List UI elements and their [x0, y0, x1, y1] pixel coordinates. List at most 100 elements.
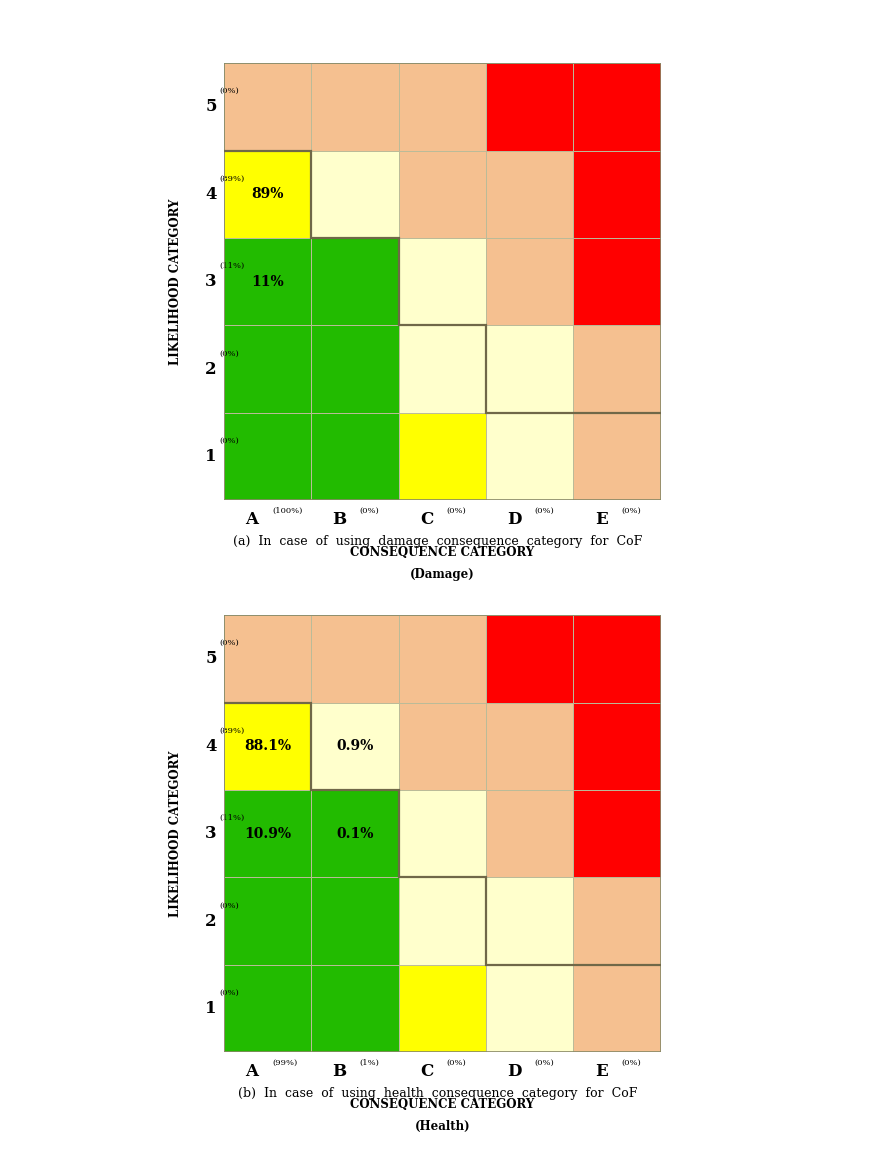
Text: (Damage): (Damage) — [410, 568, 475, 582]
Bar — [399, 325, 486, 413]
Bar — [311, 325, 399, 413]
Bar — [486, 965, 574, 1052]
Bar — [224, 877, 311, 965]
Bar — [224, 790, 311, 877]
Bar — [574, 965, 661, 1052]
Bar — [399, 877, 486, 965]
Text: 10.9%: 10.9% — [244, 827, 291, 841]
Bar — [399, 790, 486, 877]
Bar — [224, 965, 311, 1052]
Bar — [486, 151, 574, 238]
Bar — [486, 615, 574, 703]
Text: CONSEQUENCE CATEGORY: CONSEQUENCE CATEGORY — [350, 1098, 534, 1111]
Text: (89%): (89%) — [220, 175, 244, 183]
Bar — [574, 325, 661, 413]
Text: 1: 1 — [205, 448, 217, 465]
Text: C: C — [420, 511, 434, 528]
Bar — [486, 238, 574, 325]
Bar — [311, 151, 399, 238]
Bar — [224, 703, 311, 790]
Bar — [399, 615, 486, 703]
Bar — [399, 63, 486, 151]
Text: (99%): (99%) — [272, 1059, 297, 1067]
Bar — [311, 790, 399, 877]
Text: 88.1%: 88.1% — [244, 739, 291, 753]
Text: A: A — [245, 1063, 258, 1080]
Text: 1: 1 — [205, 1000, 217, 1017]
Bar — [574, 790, 661, 877]
Bar — [224, 151, 311, 238]
Text: 3: 3 — [205, 826, 217, 842]
Bar — [486, 877, 574, 965]
Bar — [399, 151, 486, 238]
Bar — [399, 965, 486, 1052]
Text: (11%): (11%) — [220, 262, 244, 270]
Text: (0%): (0%) — [447, 507, 467, 515]
Text: (0%): (0%) — [534, 1059, 554, 1067]
Text: 11%: 11% — [251, 275, 284, 289]
Text: 4: 4 — [205, 738, 217, 754]
Bar — [224, 238, 311, 325]
Text: 0.9%: 0.9% — [336, 739, 374, 753]
Bar — [311, 965, 399, 1052]
Text: 5: 5 — [205, 99, 217, 115]
Bar — [311, 413, 399, 500]
Bar — [311, 615, 399, 703]
Bar — [486, 325, 574, 413]
Text: 5: 5 — [205, 651, 217, 667]
Bar — [574, 151, 661, 238]
Text: E: E — [595, 511, 608, 528]
Bar — [311, 877, 399, 965]
Text: E: E — [595, 1063, 608, 1080]
Text: D: D — [507, 511, 521, 528]
Bar — [311, 238, 399, 325]
Text: (0%): (0%) — [220, 639, 239, 647]
Text: C: C — [420, 1063, 434, 1080]
Text: LIKELIHOOD CATEGORY: LIKELIHOOD CATEGORY — [169, 751, 182, 917]
Bar — [574, 413, 661, 500]
Bar — [574, 238, 661, 325]
Text: 3: 3 — [205, 274, 217, 290]
Text: (89%): (89%) — [220, 727, 244, 735]
Text: B: B — [332, 511, 346, 528]
Bar — [574, 63, 661, 151]
Text: (b)  In  case  of  using  health  consequence  category  for  CoF: (b) In case of using health consequence … — [238, 1087, 638, 1099]
Text: 2: 2 — [205, 361, 217, 377]
Text: (0%): (0%) — [220, 989, 239, 997]
Bar — [224, 413, 311, 500]
Text: (0%): (0%) — [622, 1059, 641, 1067]
Bar — [486, 63, 574, 151]
Text: (0%): (0%) — [220, 437, 239, 445]
Text: (100%): (100%) — [272, 507, 302, 515]
Bar — [311, 63, 399, 151]
Text: (0%): (0%) — [220, 87, 239, 95]
Text: (0%): (0%) — [359, 507, 379, 515]
Bar — [224, 325, 311, 413]
Text: CONSEQUENCE CATEGORY: CONSEQUENCE CATEGORY — [350, 546, 534, 559]
Text: (0%): (0%) — [220, 350, 239, 358]
Text: D: D — [507, 1063, 521, 1080]
Bar — [399, 703, 486, 790]
Text: 2: 2 — [205, 913, 217, 929]
Bar — [486, 790, 574, 877]
Bar — [486, 703, 574, 790]
Text: (0%): (0%) — [534, 507, 554, 515]
Text: (0%): (0%) — [220, 902, 239, 910]
Bar — [399, 238, 486, 325]
Bar — [311, 703, 399, 790]
Bar — [224, 63, 311, 151]
Text: (Health): (Health) — [414, 1120, 470, 1134]
Bar — [574, 703, 661, 790]
Text: 0.1%: 0.1% — [336, 827, 374, 841]
Bar — [224, 615, 311, 703]
Text: (1%): (1%) — [359, 1059, 379, 1067]
Bar — [574, 615, 661, 703]
Bar — [574, 877, 661, 965]
Text: (0%): (0%) — [622, 507, 641, 515]
Text: (0%): (0%) — [447, 1059, 467, 1067]
Text: (11%): (11%) — [220, 814, 244, 822]
Bar — [399, 413, 486, 500]
Text: LIKELIHOOD CATEGORY: LIKELIHOOD CATEGORY — [169, 199, 182, 365]
Text: (a)  In  case  of  using  damage  consequence  category  for  CoF: (a) In case of using damage consequence … — [233, 535, 643, 547]
Text: 89%: 89% — [251, 187, 284, 201]
